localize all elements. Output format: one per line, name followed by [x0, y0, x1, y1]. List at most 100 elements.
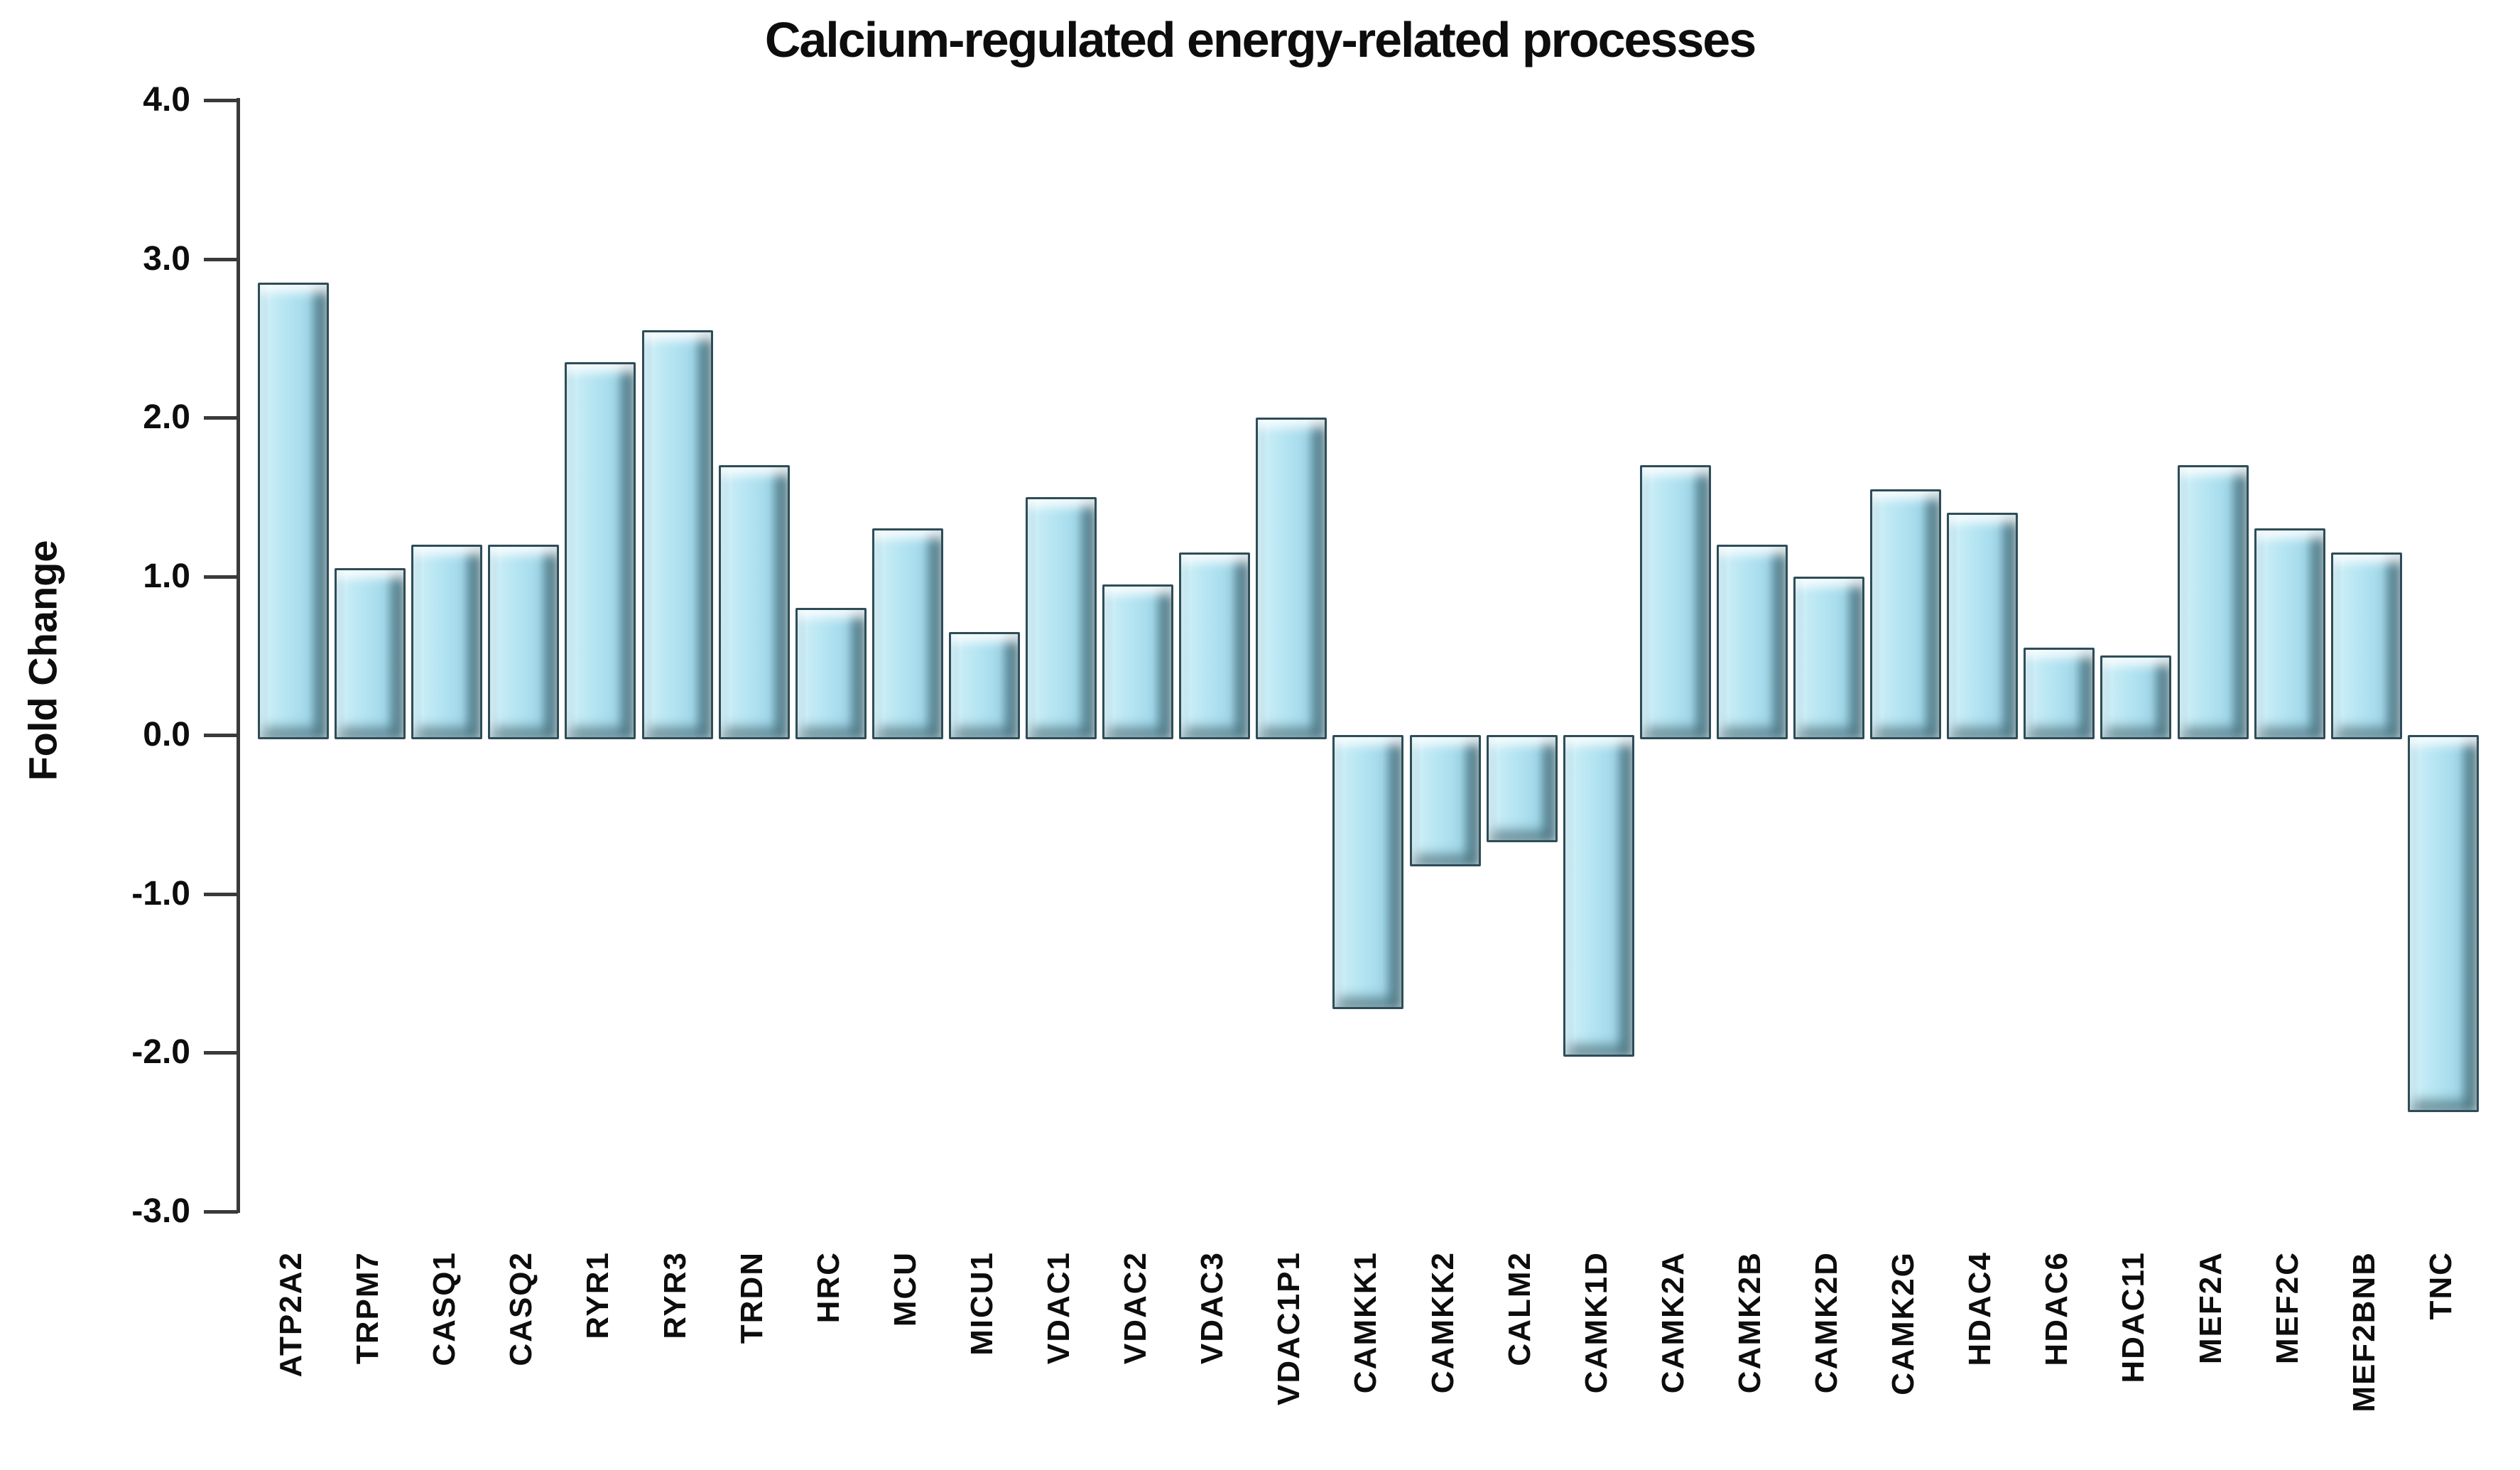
bar-casq1 — [411, 544, 483, 739]
x-tick-label-mef2a: MEF2A — [2188, 1251, 2234, 1364]
x-tick-label-camkk2: CAMKK2 — [1421, 1251, 1466, 1393]
bar-ryr1 — [565, 361, 636, 739]
x-tick-label-text: CALM2 — [1501, 1251, 1537, 1366]
bar-trpm7 — [335, 568, 406, 739]
y-tick-mark — [204, 734, 238, 737]
chart-title: Calcium-regulated energy-related process… — [764, 12, 1756, 67]
x-tick-label-text: HDAC11 — [2116, 1251, 2151, 1383]
x-tick-label-text: MCU — [887, 1251, 923, 1327]
bar-hdac11 — [2100, 655, 2172, 739]
y-tick-mark — [204, 99, 238, 102]
bar-vdac1 — [1026, 496, 1097, 739]
bar-mef2a — [2177, 465, 2249, 739]
x-tick-label-text: RYR3 — [657, 1251, 693, 1339]
bar-vdac3 — [1179, 552, 1251, 739]
x-tick-label-camk2a: CAMK2A — [1651, 1251, 1696, 1393]
bar-hdac6 — [2024, 648, 2095, 739]
x-tick-label-text: TRDN — [734, 1251, 769, 1344]
bar-tnc — [2407, 735, 2479, 1113]
bar-atp2a2 — [258, 283, 329, 739]
bar-vdac2 — [1102, 584, 1174, 739]
x-tick-label-text: RYR1 — [580, 1251, 616, 1339]
bar-camkk1 — [1332, 735, 1404, 1009]
x-tick-label-text: TRPM7 — [350, 1251, 386, 1365]
x-tick-label-text: VDAC1 — [1041, 1251, 1076, 1365]
bar-mef2c — [2254, 528, 2325, 739]
x-tick-label-ryr1: RYR1 — [575, 1251, 621, 1339]
y-axis-line — [237, 98, 240, 1213]
x-tick-label-ryr3: RYR3 — [653, 1251, 698, 1339]
x-tick-label-casq1: CASQ1 — [422, 1251, 467, 1366]
y-tick-label: 2.0 — [143, 398, 190, 436]
x-tick-label-hdac6: HDAC6 — [2034, 1251, 2080, 1366]
x-tick-label-camkk1: CAMKK1 — [1343, 1251, 1389, 1393]
y-tick-mark — [204, 257, 238, 261]
x-tick-label-text: HRC — [810, 1251, 846, 1324]
bar-ryr3 — [641, 330, 713, 739]
y-tick-label: 4.0 — [143, 81, 190, 119]
x-tick-label-text: HDAC4 — [1962, 1251, 1998, 1366]
x-tick-label-vdac1: VDAC1 — [1036, 1251, 1082, 1364]
y-tick-mark — [204, 1209, 238, 1214]
x-tick-label-camk2d: CAMK2D — [1804, 1251, 1850, 1393]
bar-camkk2 — [1409, 735, 1481, 866]
x-tick-label-text: MICU1 — [964, 1251, 999, 1356]
x-tick-label-hdac11: HDAC11 — [2111, 1251, 2156, 1383]
x-tick-label-text: MEF2BNB — [2346, 1251, 2381, 1412]
x-tick-label-mcu: MCU — [883, 1251, 928, 1327]
x-tick-label-camk1d: CAMK1D — [1574, 1251, 1619, 1393]
bar-mef2bnb — [2330, 552, 2402, 739]
bar-hrc — [795, 608, 867, 739]
x-tick-label-trdn: TRDN — [729, 1251, 775, 1344]
bar-camk1d — [1563, 735, 1634, 1057]
bar-trdn — [718, 465, 790, 739]
x-tick-label-vdac3: VDAC3 — [1190, 1251, 1235, 1364]
x-tick-label-camk2g: CAMK2G — [1881, 1251, 1926, 1395]
y-tick-label: -1.0 — [131, 874, 190, 913]
y-tick-mark — [204, 575, 238, 579]
y-tick-label: -3.0 — [131, 1192, 190, 1230]
bar-camk2b — [1716, 544, 1788, 739]
bar-hdac4 — [1947, 513, 2019, 739]
bar-mcu — [871, 528, 943, 739]
bar-casq2 — [488, 544, 560, 739]
bar-vdac1p1 — [1256, 418, 1327, 739]
y-tick-mark — [204, 892, 238, 896]
y-tick-label: -2.0 — [131, 1033, 190, 1071]
x-tick-label-trpm7: TRPM7 — [345, 1251, 391, 1364]
y-tick-mark — [204, 1051, 238, 1055]
y-tick-label: 0.0 — [143, 716, 190, 753]
x-tick-label-text: VDAC3 — [1195, 1251, 1230, 1365]
x-tick-label-text: CAMK2B — [1732, 1251, 1767, 1394]
x-tick-label-text: MEF2C — [2269, 1251, 2305, 1365]
x-tick-label-text: VDAC1P1 — [1271, 1251, 1307, 1405]
x-tick-label-micu1: MICU1 — [960, 1251, 1005, 1356]
x-tick-label-vdac1p1: VDAC1P1 — [1266, 1251, 1312, 1405]
x-tick-label-text: CAMK2G — [1886, 1251, 1921, 1395]
y-tick-mark — [204, 416, 238, 420]
x-tick-label-text: TNC — [2423, 1251, 2458, 1320]
x-tick-label-hdac4: HDAC4 — [1957, 1251, 2003, 1366]
x-tick-label-atp2a2: ATP2A2 — [268, 1251, 314, 1377]
x-tick-label-vdac2: VDAC2 — [1113, 1251, 1158, 1364]
x-tick-label-text: ATP2A2 — [273, 1251, 308, 1378]
x-tick-label-casq2: CASQ2 — [499, 1251, 544, 1366]
x-tick-label-mef2c: MEF2C — [2265, 1251, 2310, 1364]
x-tick-label-text: CAMKK2 — [1425, 1251, 1460, 1394]
x-tick-label-text: CASQ2 — [504, 1251, 539, 1366]
x-tick-label-text: CAMK2D — [1809, 1251, 1844, 1394]
bar-calm2 — [1486, 735, 1558, 843]
x-tick-label-text: MEF2A — [2193, 1251, 2228, 1365]
x-tick-label-text: VDAC2 — [1118, 1251, 1153, 1365]
x-tick-label-calm2: CALM2 — [1497, 1251, 1543, 1366]
x-tick-label-text: CASQ1 — [427, 1251, 462, 1366]
bar-camk2a — [1639, 465, 1711, 739]
x-tick-label-hrc: HRC — [806, 1251, 852, 1323]
y-tick-label: 1.0 — [143, 557, 190, 595]
x-tick-label-text: CAMK2A — [1655, 1251, 1690, 1394]
y-tick-label: 3.0 — [143, 239, 190, 278]
bar-camk2g — [1870, 489, 1942, 739]
bar-micu1 — [948, 631, 1020, 739]
x-tick-label-text: HDAC6 — [2039, 1251, 2075, 1366]
